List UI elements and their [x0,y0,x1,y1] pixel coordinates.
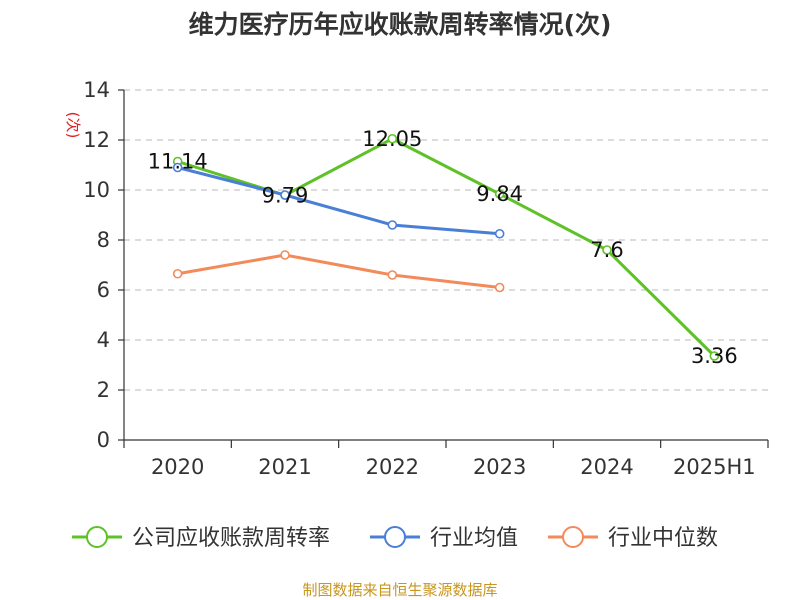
legend: 公司应收账款周转率 行业均值 行业中位数 [72,526,718,551]
y-tick-label: 0 [97,428,110,452]
x-tick-label: 2024 [580,455,633,479]
x-tick-label: 2023 [473,455,526,479]
y-tick-label: 8 [97,228,110,252]
data-point [494,228,505,239]
data-label: 9.84 [476,182,523,206]
legend-marker [384,526,406,548]
data-label: 12.05 [362,127,422,151]
series-group [172,133,720,361]
y-tick-label: 12 [83,128,110,152]
x-tick-label: 2021 [258,455,311,479]
legend-marker [562,526,584,548]
data-point [387,270,398,280]
legend-label: 行业均值 [430,526,518,551]
chart-title: 维力医疗历年应收账款周转率情况(次) [189,10,612,39]
y-tick-label: 2 [97,378,110,402]
legend-marker [86,526,108,548]
data-labels: 11.14 9.79 12.05 9.84 7.6 3.36 [148,127,738,368]
data-point [172,268,183,279]
data-point [172,162,183,173]
series-line-0 [177,137,716,358]
series-line-2 [177,253,500,289]
axes [118,89,769,448]
data-point [494,189,505,199]
legend-label: 行业中位数 [608,526,718,551]
x-tick-label: 2025H1 [673,455,756,479]
data-label: 7.6 [590,238,623,262]
x-tick-labels: 2020 2021 2022 2023 2024 2025H1 [151,455,756,479]
data-point [387,220,398,230]
data-point [709,351,720,361]
y-tick-label: 4 [97,328,110,352]
y-axis-unit-label: (次) [64,112,82,139]
y-tick-labels: 0 2 4 6 8 10 12 14 [83,78,110,452]
data-label: 3.36 [691,344,738,368]
legend-label: 公司应收账款周转率 [132,526,330,551]
data-point [494,282,505,293]
x-tick-label: 2022 [366,455,419,479]
y-tick-label: 10 [83,178,110,202]
series-line-1 [177,166,500,236]
data-point [280,250,290,260]
x-tick-label: 2020 [151,455,204,479]
grid-lines [124,89,768,391]
data-label: 9.79 [262,183,309,207]
y-tick-label: 14 [83,78,110,102]
y-tick-label: 6 [97,278,110,302]
data-point [280,190,290,200]
source-note: 制图数据来自恒生聚源数据库 [302,581,497,599]
data-label: 11.14 [148,150,208,174]
data-point [602,245,612,255]
data-point [387,133,398,144]
